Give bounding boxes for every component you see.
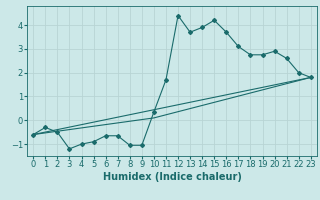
X-axis label: Humidex (Indice chaleur): Humidex (Indice chaleur)	[103, 172, 241, 182]
